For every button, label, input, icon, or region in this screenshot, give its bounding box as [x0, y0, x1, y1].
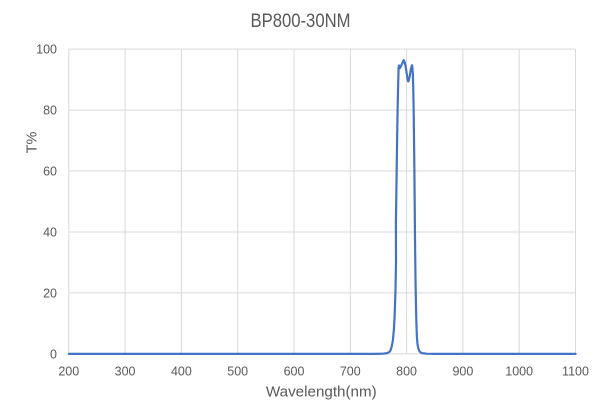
svg-text:T%: T% [24, 132, 40, 154]
svg-text:60: 60 [43, 164, 57, 178]
svg-text:400: 400 [171, 365, 192, 379]
svg-text:80: 80 [43, 104, 57, 118]
svg-text:300: 300 [115, 365, 136, 379]
svg-text:1100: 1100 [562, 365, 589, 379]
svg-text:200: 200 [58, 365, 79, 379]
svg-text:20: 20 [43, 286, 57, 300]
svg-text:900: 900 [452, 365, 473, 379]
svg-text:600: 600 [284, 365, 305, 379]
svg-text:100: 100 [36, 43, 57, 57]
svg-text:40: 40 [43, 225, 57, 239]
svg-text:500: 500 [227, 365, 248, 379]
svg-text:700: 700 [340, 365, 361, 379]
svg-text:Wavelength(nm): Wavelength(nm) [266, 384, 377, 401]
svg-text:BP800-30NM: BP800-30NM [251, 11, 351, 32]
svg-text:0: 0 [50, 347, 57, 361]
svg-text:1000: 1000 [505, 365, 533, 379]
svg-text:800: 800 [396, 365, 417, 379]
